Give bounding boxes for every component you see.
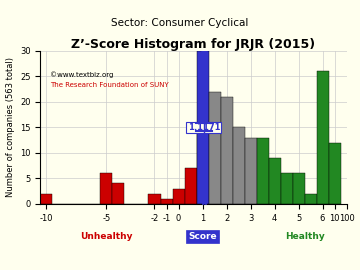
- Bar: [197, 133, 208, 204]
- Bar: [208, 92, 221, 204]
- Bar: [316, 71, 329, 204]
- Text: Score: Score: [188, 232, 217, 241]
- Bar: [293, 173, 305, 204]
- Text: 1.1171: 1.1171: [188, 123, 220, 132]
- Bar: [197, 51, 208, 204]
- Bar: [161, 199, 172, 204]
- Bar: [233, 127, 244, 204]
- Bar: [148, 194, 161, 204]
- Bar: [40, 194, 53, 204]
- Text: The Research Foundation of SUNY: The Research Foundation of SUNY: [50, 82, 168, 87]
- Y-axis label: Number of companies (563 total): Number of companies (563 total): [5, 58, 14, 197]
- Bar: [244, 138, 257, 204]
- Bar: [257, 138, 269, 204]
- Bar: [305, 194, 316, 204]
- Text: ©www.textbiz.org: ©www.textbiz.org: [50, 71, 113, 77]
- Text: Sector: Consumer Cyclical: Sector: Consumer Cyclical: [111, 18, 249, 28]
- Bar: [221, 97, 233, 204]
- Bar: [112, 183, 125, 204]
- Bar: [172, 188, 185, 204]
- Title: Z’-Score Histogram for JRJR (2015): Z’-Score Histogram for JRJR (2015): [71, 38, 316, 51]
- Bar: [100, 173, 112, 204]
- Text: Healthy: Healthy: [285, 232, 324, 241]
- Bar: [280, 173, 293, 204]
- Bar: [185, 168, 197, 204]
- Bar: [329, 143, 341, 204]
- Text: Unhealthy: Unhealthy: [80, 232, 133, 241]
- Bar: [269, 158, 280, 204]
